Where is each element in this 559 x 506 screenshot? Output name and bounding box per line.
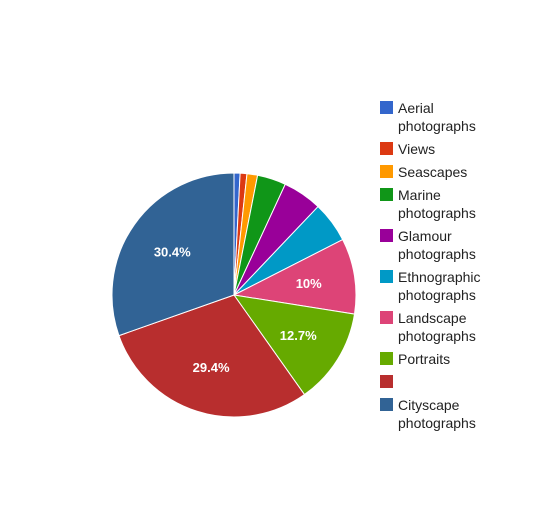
slice-percent-label: 10% [296, 276, 322, 291]
pie-slice[interactable] [118, 294, 306, 418]
legend-label[interactable]: Marine photographs [398, 187, 476, 221]
legend-label[interactable]: Seascapes [398, 164, 467, 180]
legend-label[interactable]: Aerial photographs [398, 100, 476, 134]
legend-swatch[interactable] [380, 352, 393, 365]
pie-slice-labels: 10% 12.7% 29.4% 30.4% [154, 244, 322, 375]
legend-swatch[interactable] [380, 165, 393, 178]
legend-swatch[interactable] [380, 375, 393, 388]
pie-slice[interactable] [232, 294, 356, 396]
legend: Aerial photographs Views Seascapes Marine pho… [380, 100, 481, 431]
legend-swatch[interactable] [380, 270, 393, 283]
legend-label[interactable]: Views [398, 141, 435, 157]
legend-swatch[interactable] [380, 311, 393, 324]
legend-swatch[interactable] [380, 101, 393, 114]
legend-label[interactable]: Ethnographic photographs [398, 269, 481, 303]
legend-label[interactable]: Cityscape photographs [398, 397, 476, 431]
legend-swatch[interactable] [380, 229, 393, 242]
pie-slice[interactable] [232, 238, 357, 315]
legend-label[interactable]: Portraits [398, 351, 450, 367]
pie-slices [111, 172, 357, 418]
slice-percent-label: 12.7% [280, 328, 317, 343]
slice-percent-label: 29.4% [193, 360, 230, 375]
legend-swatch[interactable] [380, 398, 393, 411]
legend-label[interactable]: Glamour photographs [398, 228, 476, 262]
legend-swatch[interactable] [380, 142, 393, 155]
pie-slice[interactable] [111, 172, 235, 337]
slice-percent-label: 30.4% [154, 244, 191, 259]
legend-swatch[interactable] [380, 188, 393, 201]
legend-label[interactable]: Landscape photographs [398, 310, 476, 344]
